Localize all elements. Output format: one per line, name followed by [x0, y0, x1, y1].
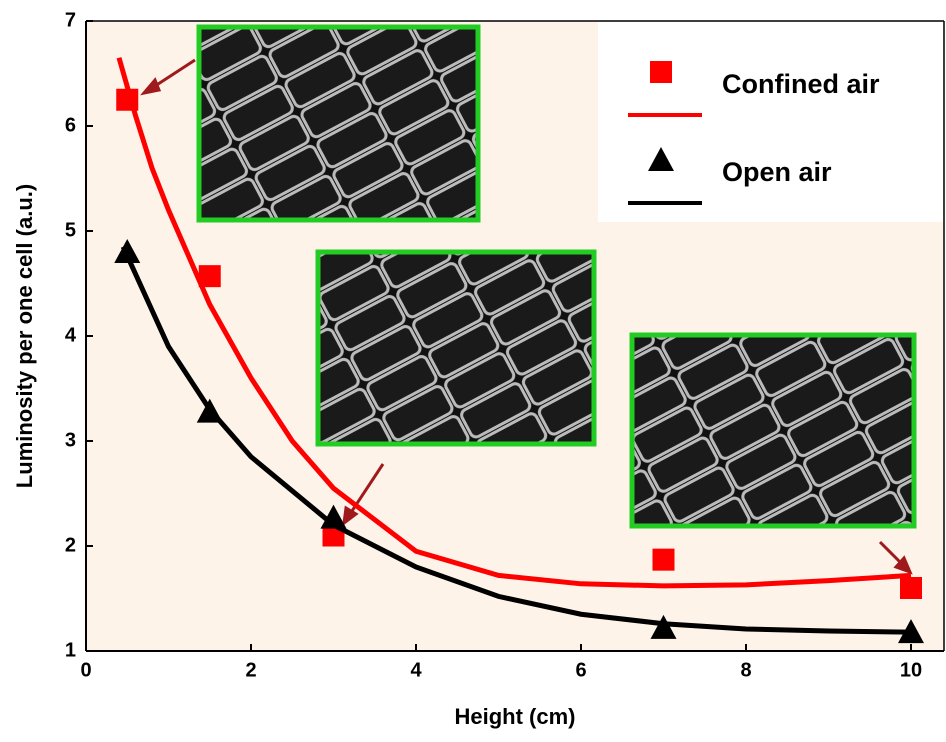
- legend-label: Open air: [722, 157, 832, 187]
- x-axis-label: Height (cm): [455, 704, 576, 729]
- x-tick-label: 0: [80, 659, 91, 681]
- chart: Height (cm) Luminosity per one cell (a.u…: [0, 0, 946, 737]
- y-tick-label: 3: [65, 429, 76, 451]
- legend-label: Confined air: [722, 69, 880, 99]
- y-tick-label: 6: [65, 114, 76, 136]
- x-tick-label: 8: [740, 659, 751, 681]
- point: [199, 265, 221, 287]
- point: [653, 549, 675, 571]
- y-tick-label: 2: [65, 534, 76, 556]
- y-tick-label: 4: [65, 324, 77, 346]
- point: [116, 89, 138, 111]
- x-tick-label: 10: [900, 659, 922, 681]
- x-tick-label: 6: [575, 659, 586, 681]
- x-tick-label: 4: [410, 659, 422, 681]
- y-tick-label: 1: [65, 639, 76, 661]
- x-tick-label: 2: [245, 659, 256, 681]
- legend: [598, 22, 943, 222]
- y-tick-label: 5: [65, 219, 76, 241]
- point: [900, 577, 922, 599]
- y-tick-label: 7: [65, 9, 76, 31]
- legend-marker: [650, 61, 672, 83]
- y-axis-label: Luminosity per one cell (a.u.): [12, 184, 37, 488]
